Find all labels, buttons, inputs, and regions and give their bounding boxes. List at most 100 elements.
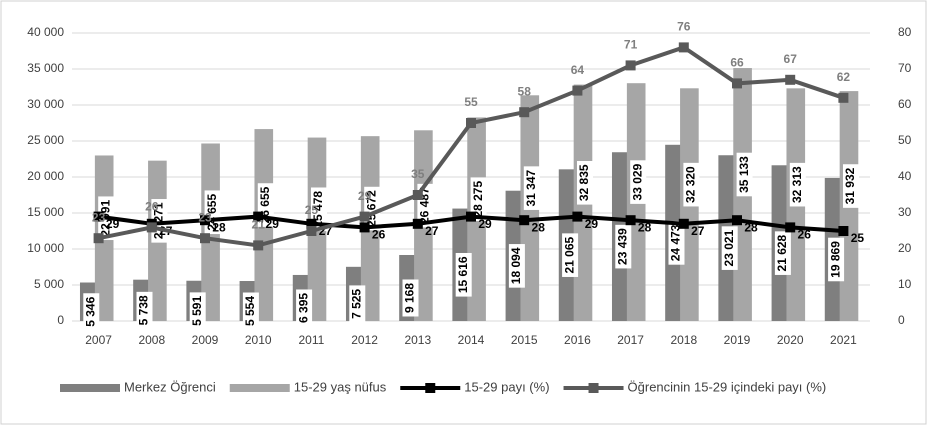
value-label-group: 23 021 xyxy=(721,226,738,270)
line-value-label: 27 xyxy=(691,224,705,238)
value-label: 33 029 xyxy=(630,163,644,200)
value-label: 5 591 xyxy=(190,296,204,326)
value-label-bg xyxy=(242,292,259,330)
y2-tick-label: 80 xyxy=(898,25,912,39)
value-label-bg xyxy=(470,177,487,222)
value-label-bg xyxy=(842,164,859,208)
y-tick-label: 35 000 xyxy=(27,61,64,75)
legend-marker xyxy=(425,383,436,393)
x-tick-label: 2008 xyxy=(138,333,165,347)
y-tick-label: 0 xyxy=(57,313,64,327)
value-label: 6 395 xyxy=(296,293,310,323)
marker xyxy=(412,218,423,229)
value-label-bg xyxy=(683,162,700,207)
x-tick-label: 2016 xyxy=(564,333,591,347)
line-value-label: 58 xyxy=(518,84,532,98)
value-label: 32 835 xyxy=(577,164,591,201)
marker xyxy=(306,226,317,236)
legend-marker xyxy=(588,383,599,393)
legend-label: 15-29 yaş nüfus xyxy=(294,379,387,394)
x-tick-label: 2014 xyxy=(458,333,485,347)
line-value-label: 29 xyxy=(478,217,492,231)
line-value-label: 62 xyxy=(837,70,851,84)
y-tick-label: 20 000 xyxy=(27,169,64,183)
x-tick-label: 2012 xyxy=(351,333,378,347)
line-value-label: 25 xyxy=(851,231,865,245)
x-tick-label: 2020 xyxy=(777,333,804,347)
x-tick-label: 2017 xyxy=(617,333,644,347)
y-tick-label: 5 000 xyxy=(34,277,64,291)
x-tick-label: 2015 xyxy=(511,333,538,347)
line-value-label: 29 xyxy=(358,189,372,203)
marker xyxy=(625,215,636,226)
value-label: 21 628 xyxy=(775,234,789,271)
y-tick-label: 10 000 xyxy=(27,241,64,255)
line-value-label: 64 xyxy=(571,63,585,77)
marker xyxy=(200,215,210,226)
value-label-group: 28 275 xyxy=(470,177,487,222)
y-tick-label: 30 000 xyxy=(27,97,64,111)
marker xyxy=(412,190,423,200)
y-tick-label: 40 000 xyxy=(27,25,64,39)
value-label: 23 021 xyxy=(722,229,736,266)
value-label-bg xyxy=(774,231,791,275)
y-tick-label: 15 000 xyxy=(27,205,64,219)
value-label: 23 439 xyxy=(615,228,629,265)
legend-swatch xyxy=(229,384,290,392)
x-tick-label: 2021 xyxy=(830,333,857,347)
y2-tick-label: 0 xyxy=(898,313,905,327)
y2-tick-label: 60 xyxy=(898,97,912,111)
value-label-group: 32 835 xyxy=(576,160,593,205)
value-label-bg xyxy=(523,166,540,210)
value-label-group: 6 395 xyxy=(296,289,313,327)
value-label: 5 554 xyxy=(243,296,257,326)
value-label-bg xyxy=(136,291,153,329)
value-label-bg xyxy=(736,152,753,197)
line-value-label: 23 xyxy=(198,210,212,224)
line-value-label: 35 xyxy=(411,167,425,181)
line-value-label: 67 xyxy=(784,52,798,66)
value-label: 5 738 xyxy=(137,295,151,325)
value-label: 5 346 xyxy=(83,296,97,326)
value-label-bg xyxy=(349,285,366,323)
value-label-group: 21 065 xyxy=(562,233,579,277)
marker xyxy=(678,42,689,53)
marker xyxy=(359,211,370,222)
value-label: 7 525 xyxy=(349,289,363,319)
legend-label: 15-29 payı (%) xyxy=(464,379,549,394)
line-value-label: 28 xyxy=(212,220,226,234)
value-label-group: 18 094 xyxy=(508,244,525,288)
line-value-label: 29 xyxy=(266,217,280,231)
line-value-label: 28 xyxy=(532,220,546,234)
marker xyxy=(732,215,742,226)
line-value-label: 29 xyxy=(106,217,120,231)
marker xyxy=(519,107,530,118)
y2-tick-label: 50 xyxy=(898,133,912,147)
value-label: 15 616 xyxy=(456,256,470,293)
value-label-group: 31 932 xyxy=(842,164,859,208)
y2-tick-label: 40 xyxy=(898,169,912,183)
marker xyxy=(466,211,476,222)
x-tick-label: 2010 xyxy=(245,333,272,347)
line-value-label: 28 xyxy=(638,220,652,234)
marker xyxy=(306,218,317,229)
line-value-label: 66 xyxy=(730,56,744,70)
legend-label: Merkez Öğrenci xyxy=(124,379,216,394)
value-label: 32 313 xyxy=(790,166,804,203)
value-label: 31 347 xyxy=(524,169,538,206)
line-value-label: 27 xyxy=(425,224,439,238)
marker xyxy=(253,240,264,251)
marker xyxy=(732,78,742,89)
value-label-group: 24 473 xyxy=(668,221,685,265)
value-label-bg xyxy=(615,224,632,269)
marker xyxy=(253,211,264,222)
value-label: 19 869 xyxy=(828,241,842,278)
value-label-bg xyxy=(630,160,647,204)
line-value-label: 25 xyxy=(305,203,319,217)
value-label-group: 35 133 xyxy=(736,152,753,197)
value-label-bg xyxy=(721,226,738,270)
line-value-label: 29 xyxy=(585,217,599,231)
y2-tick-label: 70 xyxy=(898,61,912,75)
value-label-bg xyxy=(402,279,419,317)
